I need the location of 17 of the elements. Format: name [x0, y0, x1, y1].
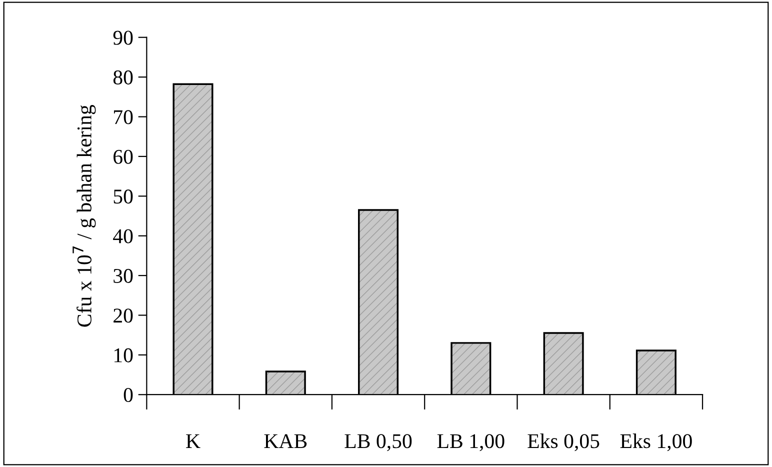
x-tick-label: K — [186, 434, 200, 448]
y-tick-label: 50 — [114, 190, 133, 204]
y-tick-label: 10 — [114, 348, 133, 362]
x-tick-label: LB 0,50 — [344, 434, 412, 452]
y-tick-label: 70 — [114, 110, 133, 124]
y-tick-label: 0 — [124, 388, 133, 402]
y-tick-label: 90 — [113, 30, 133, 45]
x-tick-label: Eks 1,00 — [620, 434, 692, 452]
x-tick-label: Eks 0,05 — [528, 434, 600, 452]
y-tick-label: 20 — [114, 308, 133, 323]
y-tick-label: 30 — [114, 268, 133, 283]
y-tick-label: 80 — [113, 70, 133, 84]
y-tick-label: 40 — [113, 229, 133, 244]
x-tick-label: LB 1,00 — [437, 434, 504, 452]
y-tick-label: 60 — [114, 150, 133, 164]
y-axis-title: Cfu x 10$^{7}$ / g bahan kering — [72, 104, 96, 327]
x-tick-label: KAB — [264, 434, 307, 448]
